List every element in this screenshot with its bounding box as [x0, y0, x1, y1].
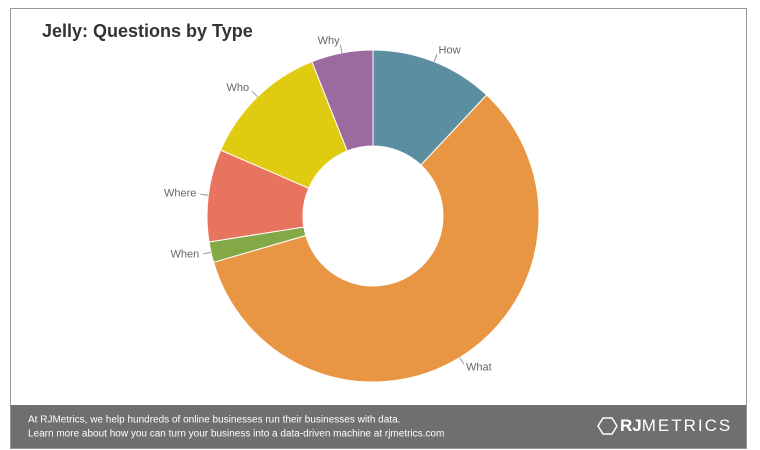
- slice-label: Where: [164, 188, 196, 200]
- leader-line: [203, 251, 212, 255]
- logo-text: RJMETRICS: [620, 416, 732, 435]
- logo-light: METRICS: [642, 416, 733, 435]
- slice-label: When: [171, 249, 200, 261]
- leader-line: [200, 193, 209, 196]
- logo-bold: RJ: [620, 416, 642, 435]
- slice-label: How: [439, 44, 461, 56]
- slice-label: Who: [227, 82, 250, 94]
- footer-line: At RJMetrics, we help hundreds of online…: [28, 415, 400, 426]
- footer-line: Learn more about how you can turn your b…: [28, 429, 444, 440]
- leader-line: [459, 357, 465, 365]
- slice: [212, 94, 540, 383]
- slice-label: What: [466, 362, 492, 374]
- chart-title: Jelly: Questions by Type: [42, 21, 253, 41]
- slice: [311, 49, 374, 152]
- logo-icon: [597, 417, 618, 435]
- leader-line: [339, 44, 343, 54]
- leader-line: [433, 54, 438, 62]
- leader-line: [251, 90, 258, 98]
- logo: RJMETRICS: [597, 416, 732, 435]
- donut: How What When Where Who Why: [164, 35, 540, 383]
- slice: [219, 61, 348, 189]
- slice-label: Why: [318, 35, 341, 47]
- footer-bar: [11, 405, 746, 448]
